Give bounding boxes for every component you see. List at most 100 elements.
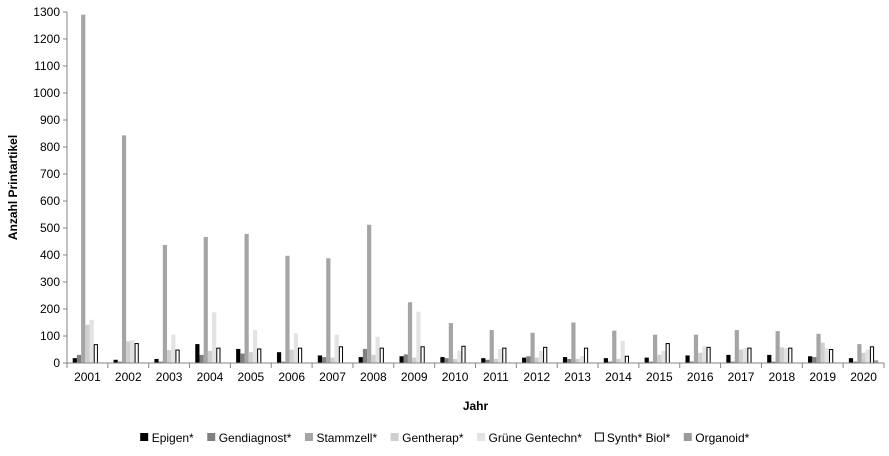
bar [121,135,127,363]
bar [808,356,813,363]
x-tick-label: 2005 [237,370,264,384]
legend: Epigen* Gendiagnost* Stammzell* Gentherap* G… [140,431,750,445]
bar [653,334,658,363]
bar [407,302,413,363]
legend-item: Epigen* [140,431,194,445]
bar [620,340,625,363]
bar [771,361,776,363]
x-tick-label: 2002 [115,370,142,384]
bar [358,357,363,363]
bar [81,14,86,363]
bar [644,357,649,363]
bar [236,348,241,363]
bar [379,347,384,364]
legend-label: Epigen* [152,431,194,445]
bar [175,349,180,364]
bar [657,354,662,363]
x-tick-label: 2014 [605,370,632,384]
bar [767,354,772,363]
bar [702,346,707,363]
legend-swatch [304,433,313,441]
bar [865,349,870,363]
axes [63,11,885,368]
bar [575,358,580,363]
bar [624,355,629,364]
bar [498,348,503,363]
legend-item: Gentherap* [390,431,464,445]
y-tick-label: 200 [40,302,60,316]
bar [171,334,176,363]
bar [530,332,535,363]
y-tick-label: 300 [40,275,60,289]
bar [257,348,262,364]
bar [534,357,539,363]
legend-item: Stammzell* [304,431,377,445]
y-tick-label: 1200 [33,32,60,46]
bar [167,350,172,363]
bar [322,357,327,363]
bar [207,350,213,363]
y-tick-label: 1000 [33,86,60,100]
bar [113,359,118,363]
bar [420,346,425,364]
bar [730,361,735,363]
bar [289,349,294,363]
y-tick-label: 1300 [33,5,60,19]
bar [538,350,544,363]
bar [848,358,854,363]
bar [857,344,862,363]
bar [562,357,568,363]
bar [779,347,784,363]
bar [297,347,303,364]
x-tick-label: 2019 [809,370,836,384]
bar [440,357,445,363]
legend-label: Gendiagnost* [219,431,292,445]
bar [285,255,290,363]
x-tick-label: 2007 [319,370,346,384]
bar [706,346,711,364]
x-tick-label: 2016 [687,370,714,384]
bar [481,358,486,363]
bar [240,353,245,363]
bar [276,352,282,363]
bar [726,354,731,363]
bar [367,224,372,363]
bar [130,340,135,363]
bar [334,334,339,363]
bar [457,350,462,363]
y-tick-label: 0 [53,356,60,370]
bar [203,236,208,363]
y-tick-label: 800 [40,140,60,154]
bar [244,233,249,363]
bar [665,343,670,364]
y-tick-label: 500 [40,221,60,235]
x-tick-label: 2001 [74,370,101,384]
bar [399,356,404,363]
bar [85,324,90,363]
legend-label: Organoid* [695,431,749,445]
bar [371,354,376,363]
bar [603,358,608,363]
bar [461,345,466,364]
bar [824,348,830,363]
bar [743,348,748,363]
bar [448,323,453,363]
bar [775,331,780,363]
bar [281,361,286,363]
y-tick-label: 1100 [34,59,60,73]
bar [571,322,576,363]
legend-label: Synth* Biol* [607,431,671,445]
bar [93,344,98,364]
bar [693,334,699,363]
bar [216,347,221,364]
bar [861,352,866,363]
x-tick-label: 2003 [156,370,183,384]
legend-label: Gentherap* [402,431,464,445]
legend-swatch [140,433,149,441]
bar [522,357,527,363]
x-axis-ticks: 2001 2002 2003 2004 2005 2006 2007 2008 2009 2010… [74,370,877,384]
x-tick-label: 2004 [197,370,224,384]
bar [72,358,77,363]
legend-label: Grüne Gentechn* [489,431,583,445]
